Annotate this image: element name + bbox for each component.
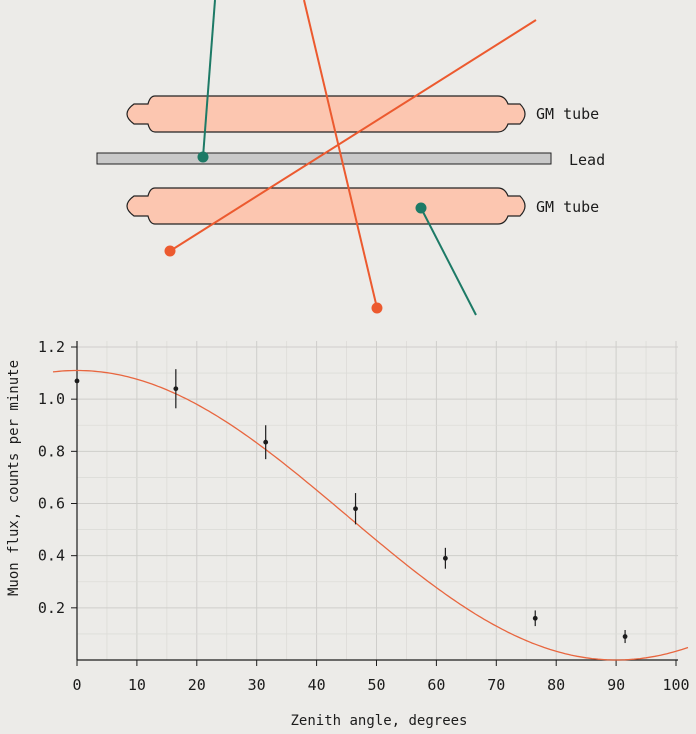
- detector-diagram: GM tube Lead GM tube: [96, 0, 605, 316]
- x-tick-label: 60: [427, 676, 445, 694]
- x-tick-label: 90: [607, 676, 625, 694]
- y-tick-label: 0.4: [38, 547, 65, 565]
- y-tick-label: 1.0: [38, 390, 65, 408]
- data-point: [532, 615, 538, 621]
- y-tick-labels: 0.2 0.4 0.6 0.8 1.0 1.2: [38, 338, 65, 617]
- x-tick-labels: 0 10 20 30 40 50 60 70 80 90 100: [72, 676, 689, 694]
- track-end-dot-orange-steep: [371, 302, 383, 314]
- x-tick-label: 0: [72, 676, 81, 694]
- gm-tube-bottom-label: GM tube: [536, 198, 599, 216]
- track-end-dot-green-upper: [197, 151, 209, 163]
- data-points: [74, 369, 628, 644]
- axes: [71, 341, 678, 666]
- track-end-dot-orange-diagonal: [164, 245, 176, 257]
- muon-track-green-upper: [202, 0, 216, 158]
- y-tick-label: 1.2: [38, 338, 65, 356]
- data-point: [442, 555, 448, 561]
- x-tick-label: 40: [308, 676, 326, 694]
- y-axis-label: Muon flux, counts per minute: [6, 360, 22, 596]
- muon-track-green-lower: [420, 207, 477, 316]
- x-tick-label: 80: [547, 676, 565, 694]
- y-tick-label: 0.2: [38, 599, 65, 617]
- track-end-dot-green-lower: [415, 202, 427, 214]
- data-point: [74, 378, 80, 384]
- x-tick-label: 30: [248, 676, 266, 694]
- gm-tube-bottom: [126, 187, 526, 225]
- data-point: [622, 634, 628, 639]
- data-point: [173, 386, 179, 392]
- cos-squared-fit-curve: [52, 369, 689, 661]
- y-tick-label: 0.8: [38, 442, 65, 460]
- y-tick-label: 0.6: [38, 495, 65, 513]
- gm-tube-top-label: GM tube: [536, 105, 599, 123]
- x-tick-label: 10: [128, 676, 146, 694]
- x-tick-label: 20: [188, 676, 206, 694]
- x-axis-label: Zenith angle, degrees: [290, 713, 467, 729]
- gm-tube-top: [126, 95, 526, 133]
- x-tick-label: 50: [367, 676, 385, 694]
- muon-track-orange-steep: [303, 0, 378, 309]
- x-tick-label: 70: [487, 676, 505, 694]
- muon-flux-chart: 0 10 20 30 40 50 60 70 80 90 100 0.2 0.4 0.6 0.8 1.0 1.…: [6, 338, 690, 729]
- grid: [76, 341, 678, 660]
- lead-label: Lead: [569, 151, 605, 169]
- data-point: [353, 506, 358, 512]
- x-tick-label: 100: [662, 676, 689, 694]
- muon-track-orange-diagonal: [169, 19, 537, 252]
- data-point: [263, 439, 269, 445]
